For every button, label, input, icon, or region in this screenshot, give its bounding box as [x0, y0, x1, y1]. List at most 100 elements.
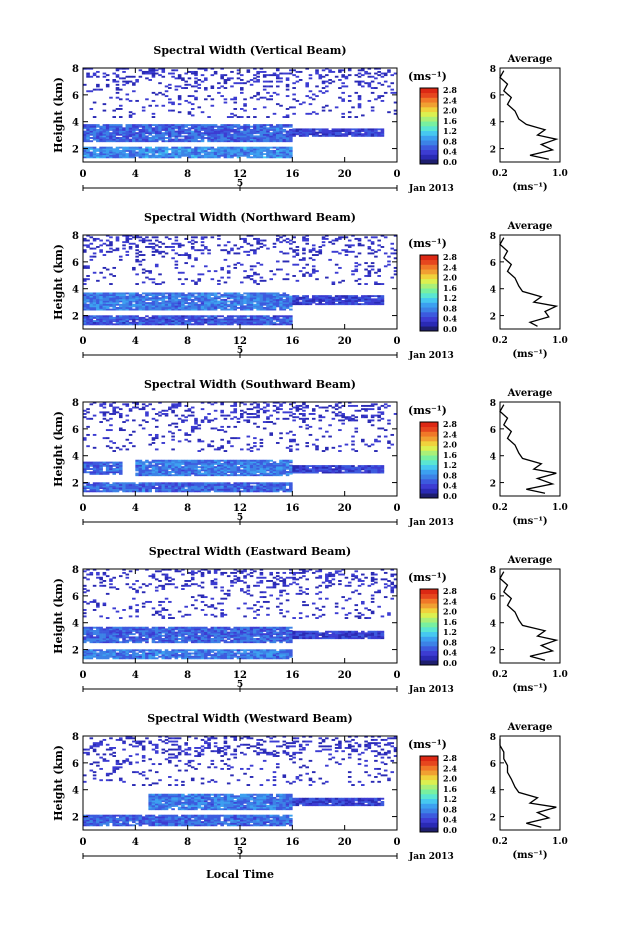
heatmap-cell [210, 315, 215, 318]
heatmap-cell [177, 306, 182, 309]
heatmap-cell [115, 128, 120, 131]
heatmap-cell [115, 487, 120, 490]
heatmap-cell [233, 108, 238, 110]
heatmap-cell [128, 485, 133, 488]
heatmap-cell [305, 442, 309, 444]
heatmap-cell [161, 318, 166, 321]
heatmap-cell [377, 296, 381, 299]
heatmap-cell [168, 483, 172, 486]
heatmap-cell [138, 483, 143, 486]
heatmap-cell [194, 417, 198, 420]
heatmap-cell [351, 234, 355, 237]
heatmap-cell [243, 128, 247, 131]
heatmap-cell [217, 315, 221, 318]
heatmap-cell [177, 459, 182, 462]
heatmap-cell [256, 294, 260, 296]
heatmap-cell [89, 472, 94, 475]
heatmap-cell [367, 468, 372, 471]
heatmap-cell [184, 459, 188, 462]
heatmap-cell [233, 483, 238, 486]
heatmap-cell [122, 485, 126, 488]
heatmap-cell [305, 82, 309, 85]
heatmap-cell [240, 153, 244, 156]
heatmap-cell [253, 292, 257, 295]
heatmap-cell [125, 438, 130, 441]
heatmap-cell [226, 474, 231, 477]
heatmap-cell [370, 249, 375, 252]
heatmap-cell [171, 308, 175, 311]
heatmap-cell [321, 128, 326, 131]
heatmap-cell [122, 298, 126, 301]
heatmap-cell [292, 401, 296, 404]
heatmap-cell [135, 124, 139, 127]
heatmap-cell [253, 116, 257, 118]
heatmap-cell [347, 67, 352, 70]
heatmap-cell [187, 135, 192, 138]
heatmap-cell [279, 464, 283, 467]
heatmap-cell [181, 466, 185, 469]
heatmap-cell [243, 250, 247, 253]
heatmap-cell [96, 140, 100, 143]
average-title: Average [507, 221, 553, 232]
heatmap-cell [240, 140, 244, 143]
heatmap-cell [92, 321, 97, 324]
heatmap-cell [259, 308, 264, 311]
heatmap-cell [99, 306, 103, 309]
heatmap-cell [138, 308, 143, 311]
heatmap-cell [99, 303, 103, 306]
heatmap-cell [122, 132, 126, 135]
heatmap-cell [122, 292, 126, 295]
heatmap-cell [171, 149, 175, 152]
heatmap-cell [279, 127, 283, 130]
heatmap-cell [305, 295, 309, 298]
heatmap-cell [154, 127, 159, 130]
heatmap-cell [177, 77, 182, 80]
colorbar-segment [420, 130, 438, 136]
colorbar-segment [420, 126, 438, 132]
heatmap-cell [200, 303, 205, 306]
heatmap-cell [213, 72, 218, 75]
heatmap-cell [217, 459, 221, 462]
heatmap-cell [99, 302, 103, 305]
heatmap-cell [200, 401, 205, 404]
heatmap-cell [279, 132, 283, 135]
heatmap-cell [115, 294, 120, 296]
heatmap-cell [177, 135, 182, 138]
heatmap-cell [246, 298, 251, 301]
heatmap-cell [341, 99, 345, 102]
heatmap-cell [96, 88, 100, 91]
heatmap-cell [184, 297, 188, 300]
heatmap-cell [279, 432, 283, 435]
heatmap-cell [99, 466, 103, 469]
heatmap-cell [115, 132, 120, 135]
heatmap-cell [223, 153, 228, 156]
heatmap-cell [295, 295, 300, 298]
heatmap-cell [370, 301, 375, 304]
heatmap-cell [275, 148, 280, 151]
heatmap-cell [262, 146, 267, 149]
colorbar-tick-label: 2.8 [443, 85, 457, 95]
heatmap-cell [253, 298, 257, 301]
heatmap-cell [226, 137, 231, 139]
heatmap-cell [92, 149, 97, 152]
heatmap-cell [132, 137, 136, 139]
heatmap-cell [96, 124, 100, 127]
heatmap-cell [230, 135, 234, 138]
heatmap-cell [282, 148, 287, 151]
heatmap-cell [141, 241, 146, 244]
heatmap-cell [125, 80, 130, 83]
heatmap-cell [138, 239, 143, 242]
heatmap-cell [321, 466, 326, 469]
heatmap-cell [207, 294, 211, 296]
heatmap-cell [83, 244, 87, 247]
heatmap-cell [298, 465, 303, 468]
heatmap-cell [102, 487, 107, 490]
heatmap-cell [132, 135, 136, 138]
heatmap-cell [89, 315, 94, 318]
heatmap-cell [125, 318, 130, 321]
heatmap-cell [240, 149, 244, 152]
heatmap-cell [266, 247, 270, 250]
heatmap-cell [377, 74, 381, 77]
heatmap-cell [145, 270, 149, 273]
heatmap-cell [118, 292, 123, 295]
